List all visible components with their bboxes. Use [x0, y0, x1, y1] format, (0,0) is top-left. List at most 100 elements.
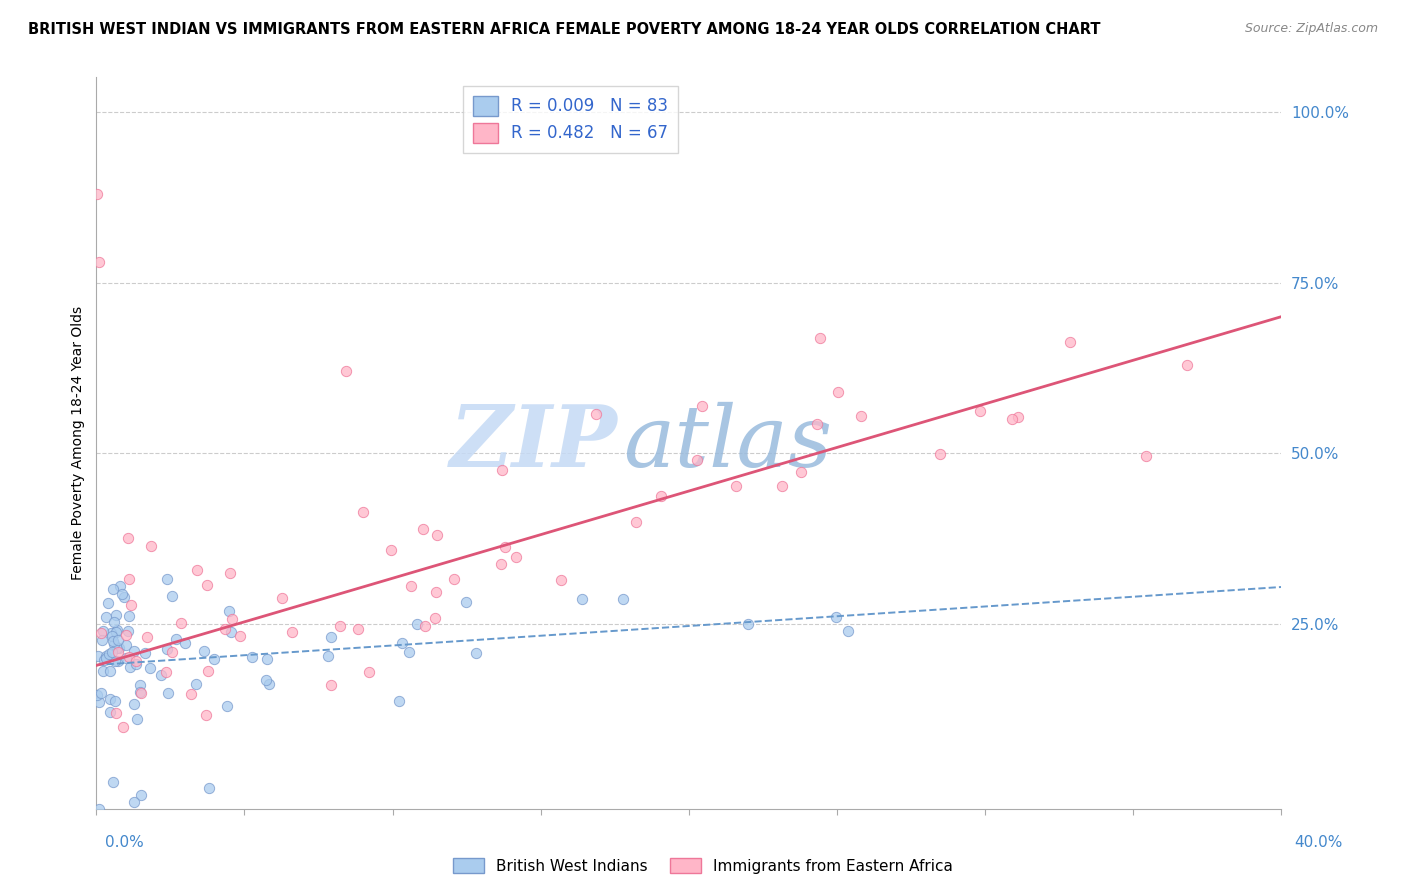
Point: [156, 642, 179, 657]
Point: [87, 695, 110, 709]
Point: [737, 617, 759, 632]
Point: [1135, 449, 1157, 463]
Point: [155, 665, 177, 680]
Point: [180, 687, 202, 701]
Point: [87, 255, 110, 269]
Point: [195, 578, 218, 592]
Point: [550, 573, 572, 587]
Point: [98, 692, 121, 706]
Text: atlas: atlas: [624, 402, 832, 484]
Y-axis label: Female Poverty Among 18-24 Year Olds: Female Poverty Among 18-24 Year Olds: [72, 306, 86, 581]
Point: [505, 549, 527, 564]
Point: [329, 619, 352, 633]
Point: [118, 572, 141, 586]
Point: [112, 591, 135, 605]
Point: [425, 585, 447, 599]
Point: [271, 591, 294, 605]
Text: 0.0%: 0.0%: [105, 836, 145, 850]
Point: [321, 678, 343, 692]
Point: [849, 409, 872, 424]
Point: [165, 632, 187, 647]
Point: [650, 489, 672, 503]
Point: [125, 657, 148, 672]
Point: [105, 706, 128, 721]
Point: [624, 515, 647, 529]
Point: [118, 660, 141, 674]
Point: [612, 592, 634, 607]
Point: [197, 664, 219, 678]
Point: [413, 619, 436, 633]
Point: [398, 645, 420, 659]
Point: [108, 641, 131, 656]
Point: [120, 598, 142, 612]
Point: [108, 579, 131, 593]
Point: [101, 582, 124, 597]
Point: [101, 630, 124, 644]
Point: [929, 447, 952, 461]
Point: [391, 636, 413, 650]
Point: [107, 645, 129, 659]
Point: [149, 668, 172, 682]
Point: [454, 595, 477, 609]
Point: [347, 622, 370, 636]
Point: [162, 645, 184, 659]
Point: [202, 652, 225, 666]
Point: [115, 638, 138, 652]
Text: ZIP: ZIP: [450, 401, 617, 485]
Point: [186, 563, 208, 577]
Text: Source: ZipAtlas.com: Source: ZipAtlas.com: [1244, 22, 1378, 36]
Point: [94, 610, 117, 624]
Point: [219, 566, 242, 581]
Point: [254, 673, 277, 687]
Point: [155, 572, 177, 586]
Point: [352, 505, 374, 519]
Point: [195, 708, 218, 723]
Point: [491, 463, 513, 477]
Point: [217, 699, 239, 714]
Point: [94, 651, 117, 665]
Point: [219, 625, 242, 640]
Point: [808, 331, 831, 345]
Point: [214, 622, 236, 636]
Point: [115, 628, 138, 642]
Point: [127, 711, 149, 725]
Point: [90, 686, 112, 700]
Text: BRITISH WEST INDIAN VS IMMIGRANTS FROM EASTERN AFRICA FEMALE POVERTY AMONG 18-24: BRITISH WEST INDIAN VS IMMIGRANTS FROM E…: [28, 22, 1101, 37]
Text: 40.0%: 40.0%: [1295, 836, 1343, 850]
Point: [111, 720, 134, 734]
Point: [405, 616, 427, 631]
Point: [96, 648, 118, 663]
Point: [105, 641, 128, 656]
Point: [221, 612, 243, 626]
Point: [1001, 412, 1024, 426]
Point: [103, 774, 125, 789]
Point: [412, 522, 434, 536]
Point: [359, 665, 381, 679]
Point: [100, 625, 122, 640]
Point: [103, 637, 125, 651]
Point: [117, 531, 139, 545]
Point: [256, 651, 278, 665]
Point: [96, 596, 118, 610]
Point: [229, 628, 252, 642]
Point: [129, 789, 152, 803]
Point: [105, 623, 128, 637]
Point: [174, 636, 197, 650]
Point: [122, 697, 145, 711]
Point: [136, 630, 159, 644]
Point: [86, 186, 108, 201]
Point: [90, 626, 112, 640]
Point: [690, 399, 713, 413]
Point: [156, 685, 179, 699]
Point: [281, 624, 304, 639]
Point: [399, 579, 422, 593]
Point: [107, 633, 129, 648]
Point: [827, 385, 849, 400]
Point: [724, 479, 747, 493]
Legend: British West Indians, Immigrants from Eastern Africa: British West Indians, Immigrants from Ea…: [447, 852, 959, 880]
Point: [494, 541, 516, 555]
Legend: R = 0.009   N = 83, R = 0.482   N = 67: R = 0.009 N = 83, R = 0.482 N = 67: [463, 86, 678, 153]
Point: [101, 634, 124, 648]
Point: [184, 677, 207, 691]
Point: [87, 802, 110, 816]
